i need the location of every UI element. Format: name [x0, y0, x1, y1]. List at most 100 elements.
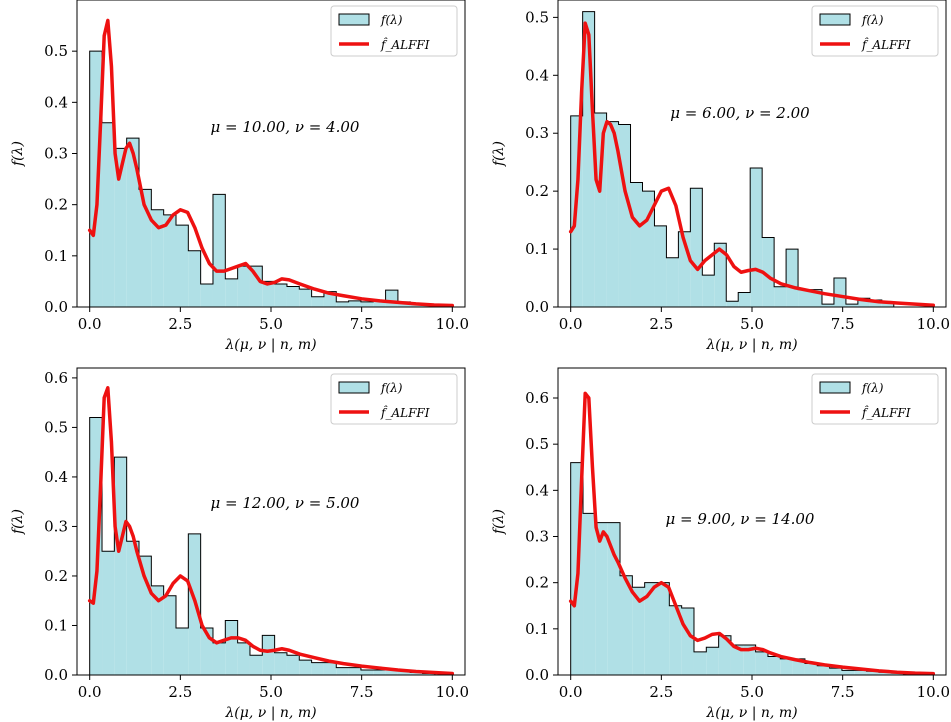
histogram-bar	[336, 667, 349, 675]
histogram-bar	[225, 278, 238, 307]
histogram-bar	[730, 644, 744, 675]
y-tick-label: 0.5	[44, 42, 68, 60]
x-tick-label: 0.0	[78, 683, 102, 701]
histogram-bar	[774, 286, 787, 307]
density-curve	[87, 386, 455, 676]
y-tick-label: 0.2	[44, 196, 68, 214]
histogram-bar	[200, 283, 213, 307]
histogram-bar	[410, 672, 423, 675]
y-axis-label: f(λ)	[491, 141, 507, 167]
x-tick-label: 7.5	[831, 315, 855, 333]
parameter-annotation: μ = 9.00, ν = 14.00	[666, 510, 815, 528]
y-tick-label: 0.6	[525, 389, 549, 407]
legend-label-histogram: f(λ)	[380, 13, 403, 27]
y-tick-label: 0.4	[525, 481, 549, 499]
chart-panel-3: 0.0 2.5 5.0 7.5 10.0 0.0 0.1 0.2 0.3 0.4 0.5 0.6 λ(μ…	[10, 367, 469, 721]
x-axis-label: λ(μ, ν | n, m)	[705, 705, 797, 721]
y-tick-label: 0.0	[44, 298, 68, 316]
histogram-bar	[262, 635, 275, 675]
chart-panel-1: 0.0 2.5 5.0 7.5 10.0 0.0 0.1 0.2 0.3 0.4 0.5 λ(μ, ν…	[10, 0, 469, 353]
histogram-bar	[249, 655, 263, 675]
legend-label-histogram: f(λ)	[861, 381, 884, 395]
histogram-bar	[274, 283, 287, 307]
histogram-bar	[139, 189, 152, 307]
histogram-bar	[738, 292, 751, 307]
legend: f(λ) f̂_ALFFI	[811, 5, 939, 57]
histogram-bar	[582, 11, 595, 308]
histogram-bar	[792, 658, 805, 675]
histogram-bar	[212, 194, 226, 307]
density-curve	[87, 18, 455, 308]
y-tick-label: 0.5	[525, 435, 549, 453]
histogram-bar	[126, 138, 140, 307]
histogram-bar	[632, 587, 645, 675]
x-axis-label: λ(μ, ν | n, m)	[705, 337, 797, 353]
histogram-bar	[845, 304, 858, 307]
histogram-bar	[299, 289, 312, 307]
y-tick-label: 0.4	[44, 93, 68, 111]
histogram-bar	[798, 289, 811, 307]
y-tick-label: 0.0	[525, 298, 549, 316]
x-tick-label: 10.0	[917, 683, 950, 701]
histogram-bar	[237, 266, 250, 307]
parameter-annotation: μ = 12.00, ν = 5.00	[211, 494, 360, 512]
y-tick-label: 0.1	[525, 620, 549, 638]
density-curve	[568, 21, 936, 308]
legend-label-curve: f̂_ALFFI	[380, 404, 430, 420]
legend-label-histogram: f(λ)	[861, 13, 884, 27]
histogram-bar	[606, 121, 619, 307]
histogram-bar	[666, 257, 679, 307]
histogram-bar	[644, 582, 657, 675]
histogram-bar	[151, 585, 164, 675]
histogram-bar	[373, 300, 386, 307]
histogram-bar	[767, 656, 781, 675]
histogram-bar	[714, 243, 727, 307]
y-axis-label: f(λ)	[10, 509, 26, 535]
x-tick-label: 2.5	[168, 683, 192, 701]
histogram-bar	[881, 302, 894, 307]
histogram-bar	[726, 301, 739, 307]
legend-label-curve: f̂_ALFFI	[861, 36, 911, 52]
histogram-bar	[102, 551, 115, 675]
histogram-bar	[804, 663, 818, 675]
histogram-bar	[323, 662, 337, 675]
histogram-bar	[385, 290, 398, 307]
legend: f(λ) f̂_ALFFI	[811, 373, 939, 425]
y-tick-label: 0.3	[525, 124, 549, 142]
y-tick-label: 0.3	[44, 145, 68, 163]
histogram-bar	[583, 513, 596, 675]
x-tick-label: 2.5	[649, 683, 673, 701]
histogram-bar	[188, 250, 201, 307]
histogram-bar	[620, 575, 633, 675]
x-tick-label: 10.0	[436, 315, 469, 333]
y-tick-label: 0.4	[525, 66, 549, 84]
histogram-bar	[237, 642, 250, 675]
y-tick-label: 0.0	[44, 666, 68, 684]
x-tick-label: 5.0	[259, 683, 283, 701]
histogram-bar	[750, 167, 763, 307]
histogram-bar	[311, 662, 324, 675]
histogram-bar	[706, 647, 719, 675]
x-tick-label: 0.0	[559, 683, 583, 701]
parameter-annotation: μ = 6.00, ν = 2.00	[670, 104, 810, 122]
histogram-bar	[175, 627, 189, 675]
histogram-bar	[817, 665, 830, 675]
x-tick-label: 5.0	[259, 315, 283, 333]
histogram-bar	[163, 214, 176, 307]
histogram-bar	[780, 658, 793, 675]
histogram-bar	[348, 667, 361, 675]
histogram-bar	[841, 670, 855, 675]
x-tick-label: 5.0	[740, 683, 764, 701]
histogram-bar	[857, 298, 870, 307]
histogram-bar	[410, 304, 423, 307]
x-tick-label: 7.5	[350, 683, 374, 701]
histogram-bar	[595, 522, 608, 675]
y-tick-label: 0.2	[525, 182, 549, 200]
x-tick-label: 10.0	[436, 683, 469, 701]
histogram-bar	[385, 670, 398, 675]
histogram-bar	[869, 300, 882, 307]
histogram-bar	[286, 286, 300, 307]
histogram-bar	[718, 635, 731, 675]
x-tick-label: 7.5	[831, 683, 855, 701]
